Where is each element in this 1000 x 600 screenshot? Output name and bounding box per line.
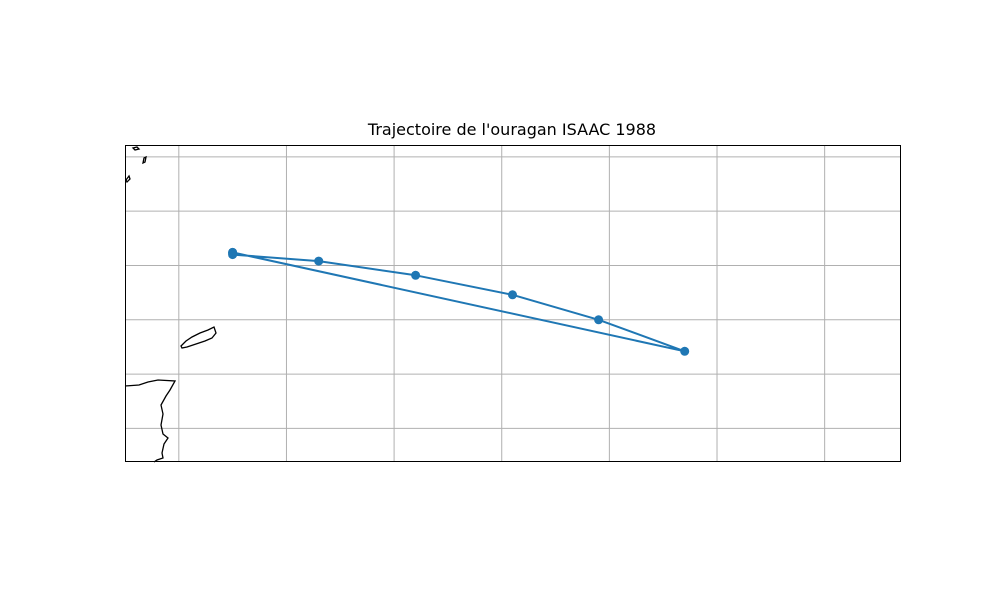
track-point bbox=[594, 315, 604, 325]
track-point bbox=[680, 346, 690, 356]
track-point bbox=[314, 256, 324, 266]
track-point bbox=[228, 250, 238, 260]
map-frame bbox=[125, 145, 901, 462]
coastline-trinidad bbox=[124, 379, 177, 463]
coastline-islet-small bbox=[142, 155, 147, 165]
coastline-tobago bbox=[180, 326, 217, 349]
hurricane-track bbox=[228, 247, 690, 356]
map-background bbox=[125, 146, 900, 461]
coastline-islet-north bbox=[131, 146, 141, 151]
coastline bbox=[124, 146, 217, 463]
coastline-islet-west bbox=[125, 174, 131, 184]
track-point bbox=[508, 290, 517, 300]
gridlines bbox=[125, 146, 900, 461]
map-title: Trajectoire de l'ouragan ISAAC 1988 bbox=[367, 120, 657, 139]
track-point bbox=[411, 270, 421, 280]
